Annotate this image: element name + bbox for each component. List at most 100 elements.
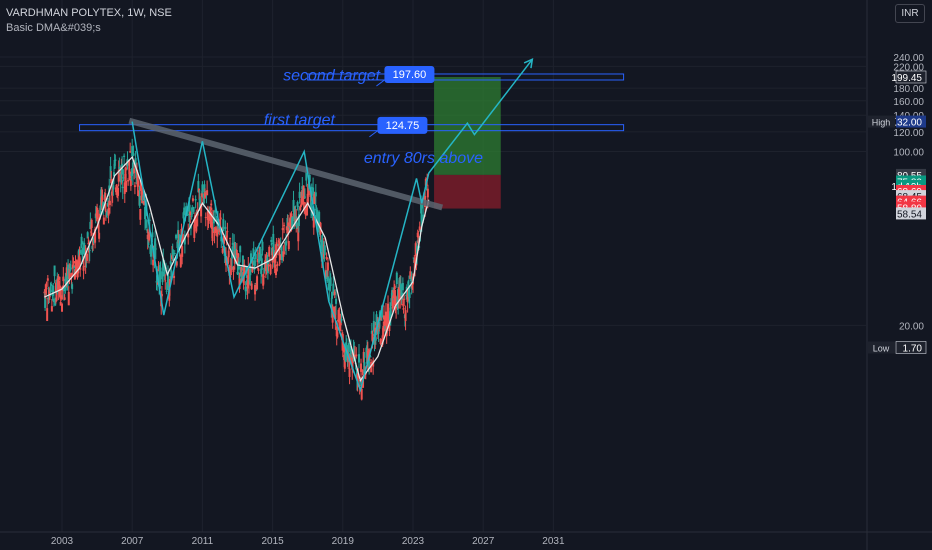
candle-body (333, 291, 336, 295)
candle-body (382, 326, 385, 337)
candle-body (274, 268, 277, 276)
candle-body (302, 185, 305, 199)
candle-body (313, 193, 316, 204)
candle-body (230, 268, 233, 270)
candle-body (171, 255, 174, 259)
candle-body (212, 213, 215, 215)
candle-body (350, 355, 353, 359)
candle-body (353, 349, 356, 359)
candle-body (63, 297, 66, 300)
candle-body (182, 212, 185, 219)
candle-body (200, 203, 203, 217)
candle-body (72, 260, 75, 264)
candle-body (144, 206, 147, 220)
candle-body (204, 216, 207, 218)
pattern-arrow-line[interactable] (131, 58, 534, 393)
candle-body (391, 296, 394, 309)
candle-body (314, 192, 317, 197)
candle-body (80, 236, 83, 245)
price-tick-label: 240.00 (893, 53, 924, 64)
candle-body (280, 245, 283, 251)
time-axis[interactable]: 2003 2007 2011 2015 2019 2023 2027 2031 (0, 531, 932, 547)
candle-body (88, 249, 91, 251)
annotation-text: entry 80rs above (364, 150, 483, 167)
candle-body (310, 202, 313, 210)
candle-body (64, 278, 67, 284)
candle-body (420, 201, 423, 214)
candle-body (285, 240, 288, 246)
candle-body (266, 261, 269, 274)
candle-body (298, 191, 301, 198)
candle-body (393, 290, 396, 299)
candle-body (159, 267, 162, 280)
annotation-text: first target (264, 112, 336, 129)
candle-body (50, 284, 53, 286)
candle-body (193, 224, 196, 238)
candle-body (215, 219, 218, 222)
candle-body (369, 356, 372, 358)
candle-body (95, 213, 98, 217)
candle-body (104, 210, 107, 212)
trendline[interactable] (128, 117, 444, 211)
candle-body (52, 285, 55, 292)
candle-body (138, 195, 141, 206)
candle-body (75, 259, 78, 272)
candle-body (276, 263, 279, 266)
candle-body (277, 244, 279, 246)
candle-body (219, 217, 222, 220)
candle-body (161, 271, 164, 283)
candle-body (173, 252, 176, 254)
candle-body (146, 229, 149, 231)
candle-body (333, 306, 336, 315)
candle-body (89, 221, 92, 230)
candle-body (261, 241, 264, 251)
candle-body (248, 279, 251, 281)
candle-body (197, 181, 200, 193)
candle-body (225, 235, 228, 242)
candle-body (134, 158, 137, 168)
candle-body (104, 193, 107, 202)
candle-body (384, 326, 387, 329)
candle-body (106, 211, 109, 213)
candle-body (74, 261, 77, 268)
candle-body (170, 270, 173, 280)
candle-body (336, 332, 339, 338)
candle-body (328, 284, 331, 291)
candle-body (361, 369, 364, 372)
candle-body (348, 368, 351, 377)
candle-body (99, 205, 102, 215)
candle-body (259, 253, 262, 259)
candle-body (232, 266, 235, 273)
candle-body (67, 291, 70, 306)
candle-body (217, 226, 220, 229)
price-label-box (895, 70, 927, 84)
candle-body (206, 211, 209, 221)
candle-body (287, 222, 290, 235)
candle-body (379, 338, 382, 345)
candle-body (115, 187, 117, 193)
candle-body (234, 248, 237, 259)
candle-body (244, 286, 247, 292)
risk-reward-zones[interactable] (434, 76, 501, 209)
currency-button[interactable]: INR (895, 4, 925, 23)
candle-body (100, 189, 103, 201)
candle-body (137, 181, 140, 185)
candle-body (169, 278, 171, 286)
target-levels[interactable] (79, 73, 625, 132)
candle-body (189, 211, 192, 216)
candle-body (307, 186, 310, 196)
candle-body (222, 219, 225, 232)
symbol-title[interactable]: VARDHMAN POLYTEX, 1W, NSE (6, 7, 172, 19)
candle-body (412, 281, 414, 285)
candle-body (160, 294, 163, 297)
indicator-legend[interactable]: Basic DMA&#039;s (6, 22, 101, 34)
candle-body (55, 292, 58, 301)
candle-body (317, 227, 320, 232)
candle-body (73, 272, 76, 280)
candle-body (54, 301, 57, 306)
candle-body (297, 214, 300, 227)
candle-body (60, 295, 63, 300)
candle-body (339, 318, 342, 326)
candle-body (112, 185, 115, 190)
